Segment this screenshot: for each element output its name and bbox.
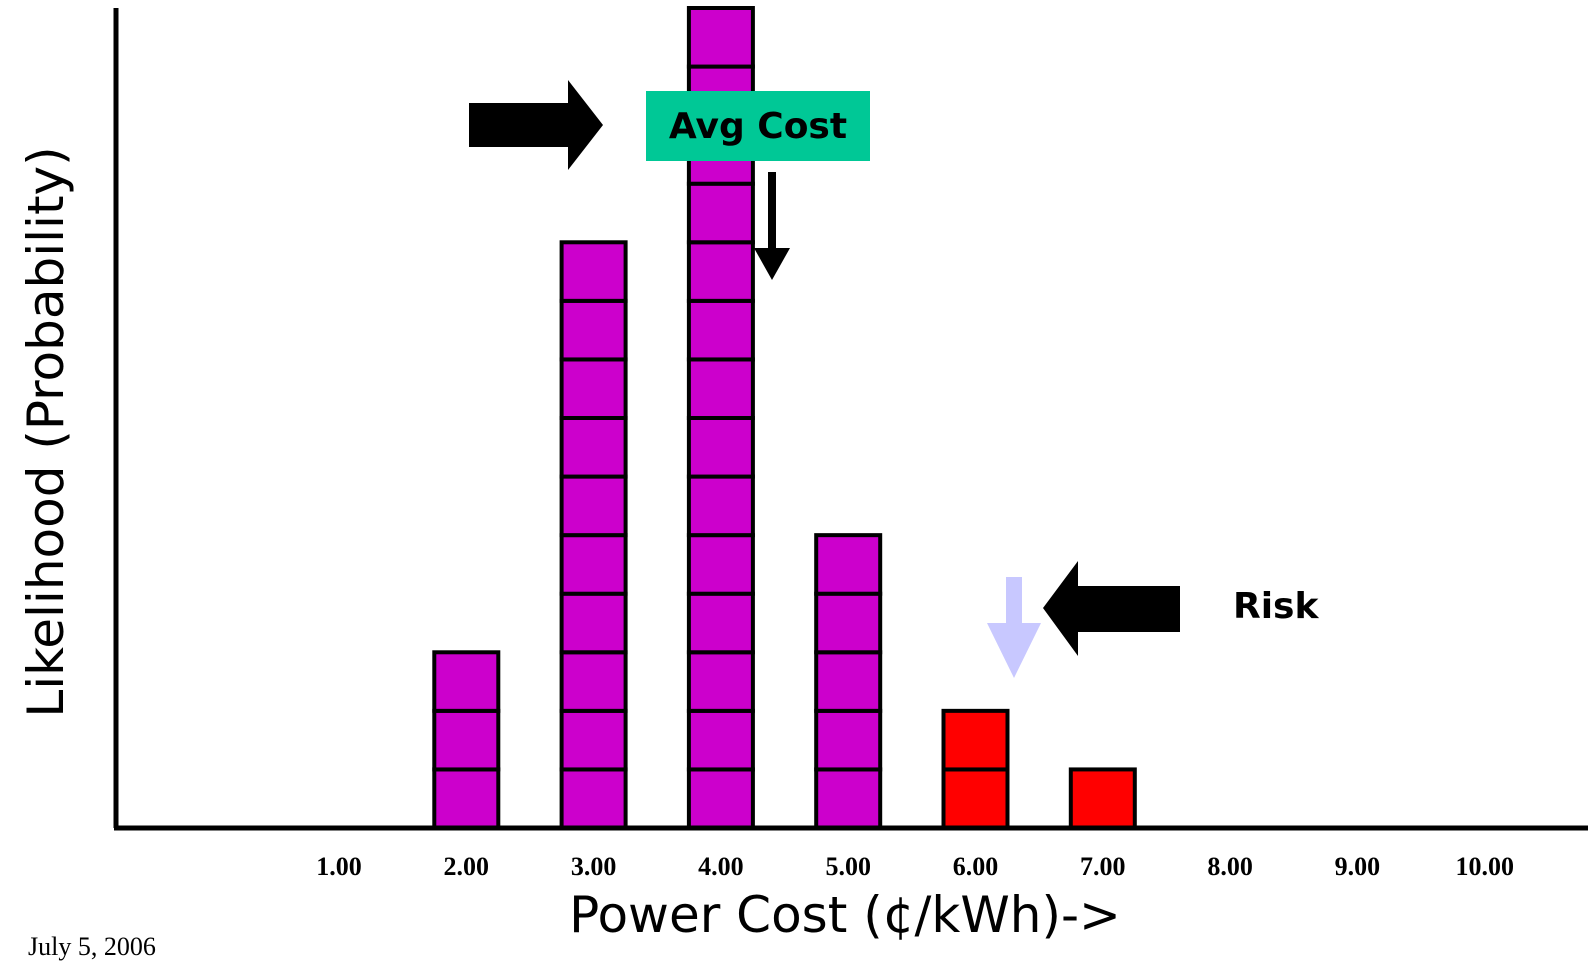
bar-block-2.00 [432,767,501,831]
bar-block-4.00 [686,533,755,596]
bar-block-4.00 [686,416,755,479]
x-tick-labels: 1.00 2.00 3.00 4.00 5.00 6.00 7.00 8.00 9.00 10.0… [316,852,1514,881]
avg-cost-pointer-arrow-icon [469,80,603,170]
risk-label: Risk [1233,586,1319,627]
bar-block-3.00 [559,591,628,655]
bar-block-4.00 [686,6,755,69]
bar-block-4.00 [686,298,755,362]
bar-block-3.00 [559,240,628,303]
bar-block-3.00 [559,533,628,596]
bar-block-4.00 [686,767,755,831]
bar-block-7.00 [1068,767,1137,831]
bar-block-3.00 [559,416,628,479]
x-tick-label: 3.00 [571,852,617,881]
x-tick-label: 4.00 [698,852,744,881]
bar-block-5.00 [814,591,883,655]
x-tick-label: 6.00 [953,852,999,881]
bar-block-5.00 [814,708,883,772]
risk-pointer-arrow-icon [1043,561,1180,656]
bar-block-4.00 [686,650,755,713]
bar-block-4.00 [686,474,755,538]
y-axis-label: Likelihood (Probability) [17,146,75,718]
bar-block-5.00 [814,650,883,713]
avg-cost-down-arrow-icon [754,172,790,280]
bar-block-3.00 [559,357,628,420]
bar-block-4.00 [686,591,755,655]
x-tick-label: 10.00 [1455,852,1514,881]
bar-block-2.00 [432,650,501,713]
avg-cost-label: Avg Cost [646,91,870,161]
bar-block-5.00 [814,533,883,596]
bar-block-4.00 [686,240,755,303]
footer-date: July 5, 2006 [28,932,156,961]
bars-group [432,6,1137,831]
bar-block-3.00 [559,298,628,362]
bar-block-4.00 [686,708,755,772]
x-tick-label: 1.00 [316,852,362,881]
bar-block-4.00 [686,357,755,420]
bar-block-6.00 [941,708,1010,772]
x-tick-label: 7.00 [1080,852,1126,881]
bar-block-2.00 [432,708,501,772]
x-tick-label: 2.00 [444,852,490,881]
bar-block-5.00 [814,767,883,831]
bar-block-6.00 [941,767,1010,831]
bar-block-3.00 [559,708,628,772]
bar-block-3.00 [559,474,628,538]
x-tick-label: 5.00 [825,852,871,881]
x-axis-label: Power Cost (¢/kWh)-> [569,886,1121,944]
bar-block-3.00 [559,650,628,713]
bar-block-4.00 [686,181,755,245]
bar-block-3.00 [559,767,628,831]
risk-down-arrow-icon [987,577,1041,678]
x-tick-label: 8.00 [1207,852,1253,881]
x-tick-label: 9.00 [1335,852,1381,881]
